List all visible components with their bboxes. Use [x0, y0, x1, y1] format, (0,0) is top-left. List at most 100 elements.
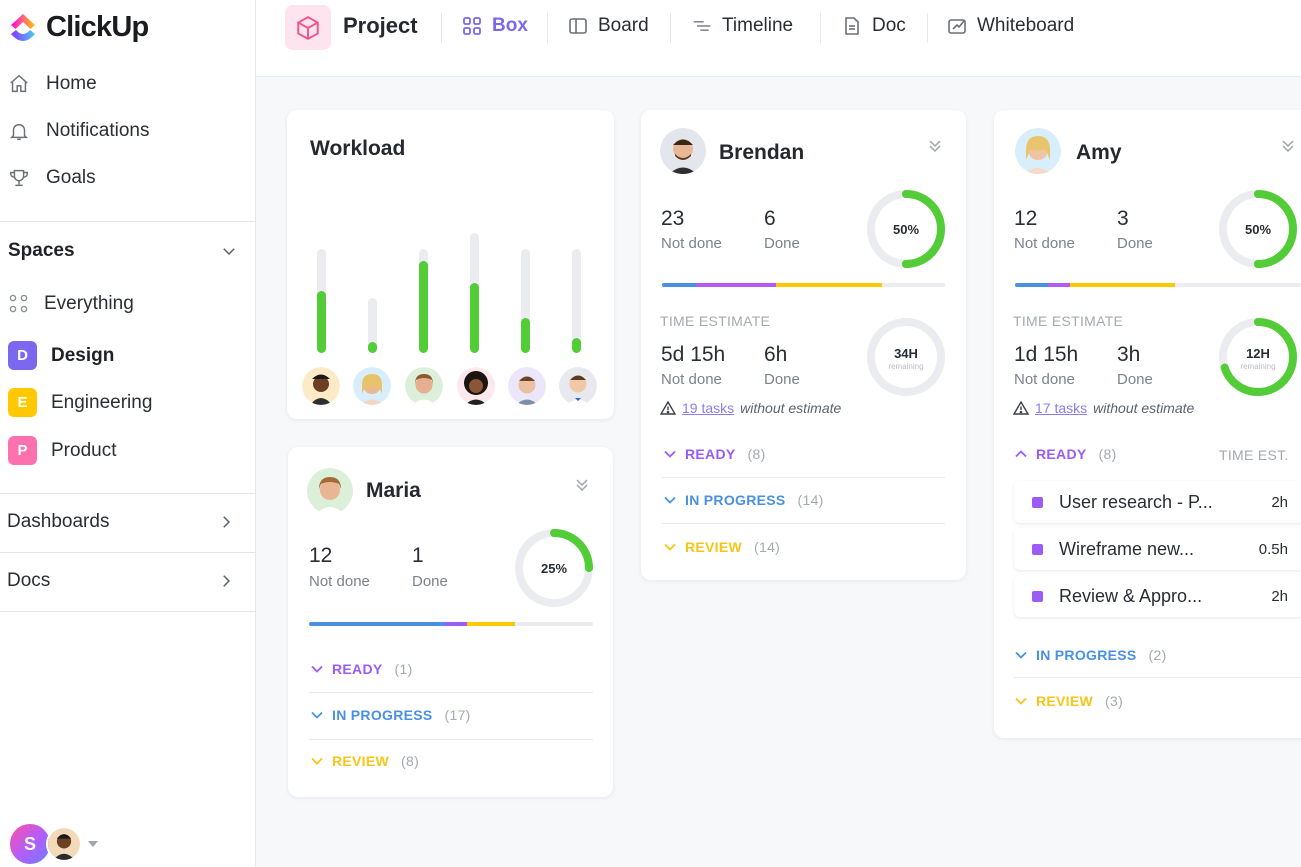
timeline-icon [693, 21, 711, 31]
tasks-link[interactable]: 19 tasks [682, 400, 735, 416]
time-estimate-label: TIME ESTIMATE [660, 313, 771, 329]
row-divider [662, 477, 945, 478]
task-name: Wireframe new... [1059, 538, 1195, 559]
workload-bar-fill [368, 342, 377, 353]
status-count: (14) [754, 539, 781, 555]
status-in-progress[interactable]: IN PROGRESS (14) [663, 492, 824, 508]
status-in-progress[interactable]: IN PROGRESS (2) [1014, 647, 1167, 663]
collapse-icon[interactable] [574, 477, 590, 493]
estimate-not-done: 5d 15h [661, 343, 726, 366]
status-progress-bar [662, 283, 945, 287]
avatar[interactable] [559, 367, 597, 405]
status-ready[interactable]: READY (8) [1014, 446, 1117, 462]
sidebar-dashboards[interactable]: Dashboards [7, 511, 235, 533]
tab-doc[interactable]: Doc [842, 15, 906, 37]
tab-board[interactable]: Board [568, 15, 649, 37]
nav-notifications[interactable]: Notifications [8, 120, 150, 142]
chevron-up-icon [1015, 450, 1027, 458]
nav-goals[interactable]: Goals [8, 167, 96, 189]
workload-bar [572, 249, 581, 353]
row-divider [1014, 677, 1301, 678]
workload-bar-fill [419, 261, 428, 353]
spaces-header[interactable]: Spaces [8, 240, 238, 262]
task-row[interactable]: Review & Appro... 2h [1014, 575, 1301, 617]
status-review[interactable]: REVIEW (14) [663, 539, 780, 555]
status-label: READY [685, 446, 736, 462]
warning-icon [660, 400, 676, 415]
progress-segment [1070, 283, 1175, 287]
clickup-logo[interactable]: ClickUp [8, 10, 149, 44]
everything-label: Everything [44, 293, 134, 314]
doc-icon [845, 17, 859, 35]
estimate-not-done: 1d 15h [1014, 343, 1079, 366]
task-time: 0.5h [1258, 540, 1288, 558]
progress-segment [309, 622, 445, 626]
avatar[interactable] [302, 367, 340, 405]
sidebar-divider [0, 552, 255, 553]
task-row[interactable]: User research - P... 2h [1014, 481, 1301, 523]
task-name: Review & Appro... [1059, 585, 1203, 606]
chevron-down-icon [664, 450, 676, 458]
tab-timeline[interactable]: Timeline [692, 15, 793, 37]
status-in-progress[interactable]: IN PROGRESS (17) [310, 707, 471, 723]
user-menu[interactable]: S [8, 822, 98, 866]
status-count: (8) [401, 753, 420, 769]
workload-bar [317, 249, 326, 353]
avatar[interactable] [353, 367, 391, 405]
done-count: 3 [1117, 207, 1129, 230]
done-label: Done [412, 573, 448, 590]
task-row[interactable]: Wireframe new... 0.5h [1014, 528, 1301, 570]
tab-label: Board [598, 15, 649, 36]
status-review[interactable]: REVIEW (8) [310, 753, 419, 769]
remaining-ring: 34H remaining [867, 318, 945, 396]
chevron-right-icon [223, 575, 231, 587]
user-avatar[interactable]: S [8, 822, 52, 866]
tasks-link[interactable]: 17 tasks [1035, 400, 1088, 416]
progress-segment [445, 622, 467, 626]
tab-label: Box [492, 15, 528, 36]
workload-bar [521, 249, 530, 353]
tasks-suffix: without estimate [740, 400, 842, 416]
status-label: REVIEW [1036, 693, 1094, 709]
progress-segment [1048, 283, 1070, 287]
project-title: Project [343, 13, 418, 38]
collapse-icon[interactable] [927, 138, 943, 154]
tasks-without-estimate: 17 tasks without estimate [1013, 400, 1194, 416]
progress-segment [662, 283, 696, 287]
sidebar-docs[interactable]: Docs [7, 570, 235, 592]
space-design[interactable]: D Design [8, 341, 114, 370]
person-name: Brendan [719, 141, 805, 164]
remaining-value: 12H [1246, 346, 1270, 361]
tab-box[interactable]: Box [462, 15, 528, 37]
workload-bar [470, 233, 479, 353]
space-engineering[interactable]: E Engineering [8, 388, 152, 417]
space-everything[interactable]: Everything [8, 293, 134, 315]
chevron-right-icon [223, 516, 231, 528]
tab-divider [547, 13, 548, 43]
nav-home[interactable]: Home [8, 73, 97, 95]
person-name: Maria [366, 479, 421, 502]
box-grid-icon [463, 17, 481, 35]
percent-ring-fill [1219, 190, 1297, 268]
app-name: ClickUp [46, 10, 149, 43]
caret-down-icon [88, 841, 98, 847]
not-done-count: 12 [1014, 207, 1038, 230]
avatar[interactable] [457, 367, 495, 405]
chevron-down-icon [1015, 651, 1027, 659]
done-label: Done [764, 235, 800, 252]
status-review[interactable]: REVIEW (3) [1014, 693, 1123, 709]
space-product[interactable]: P Product [8, 436, 116, 465]
status-ready[interactable]: READY (1) [310, 661, 413, 677]
collapse-icon[interactable] [1280, 138, 1296, 154]
status-ready[interactable]: READY (8) [663, 446, 766, 462]
workload-card: Workload [287, 110, 614, 419]
tab-whiteboard[interactable]: Whiteboard [947, 15, 1074, 37]
not-done-count: 12 [309, 544, 333, 567]
avatar[interactable] [405, 367, 443, 405]
status-label: IN PROGRESS [1036, 647, 1137, 663]
status-label: READY [1036, 446, 1087, 462]
avatar[interactable] [508, 367, 546, 405]
status-progress-bar [1015, 283, 1301, 287]
progress-segment [696, 283, 776, 287]
chevron-down-icon[interactable] [220, 242, 238, 260]
